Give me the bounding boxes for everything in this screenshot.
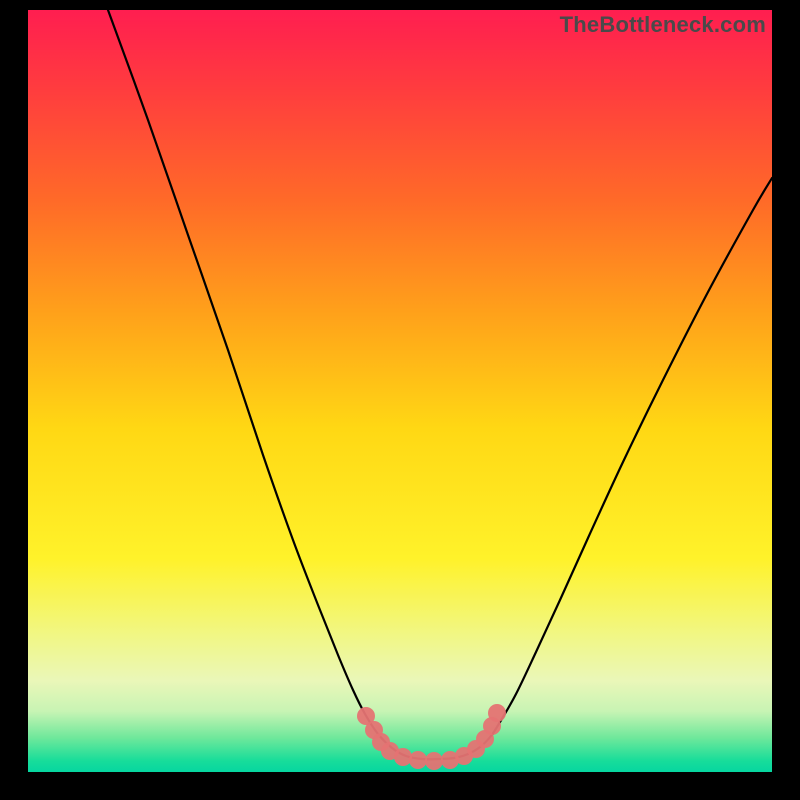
highlight-dot: [409, 751, 427, 769]
gradient-panel: TheBottleneck.com: [28, 10, 772, 772]
highlight-dot: [488, 704, 506, 722]
outer-frame: TheBottleneck.com: [0, 0, 800, 800]
highlight-dot: [467, 740, 485, 758]
highlight-dot: [372, 733, 390, 751]
highlight-dot: [425, 752, 443, 770]
highlight-dot: [381, 742, 399, 760]
bottleneck-curve: [108, 10, 772, 759]
highlight-dot: [365, 721, 383, 739]
highlight-dot: [483, 717, 501, 735]
watermark-text: TheBottleneck.com: [560, 12, 766, 38]
highlight-dot: [455, 747, 473, 765]
highlight-dot: [476, 730, 494, 748]
bottleneck-chart: [28, 10, 772, 772]
highlight-dot: [357, 707, 375, 725]
highlight-markers: [357, 704, 506, 770]
highlight-dot: [441, 751, 459, 769]
highlight-dot: [394, 748, 412, 766]
